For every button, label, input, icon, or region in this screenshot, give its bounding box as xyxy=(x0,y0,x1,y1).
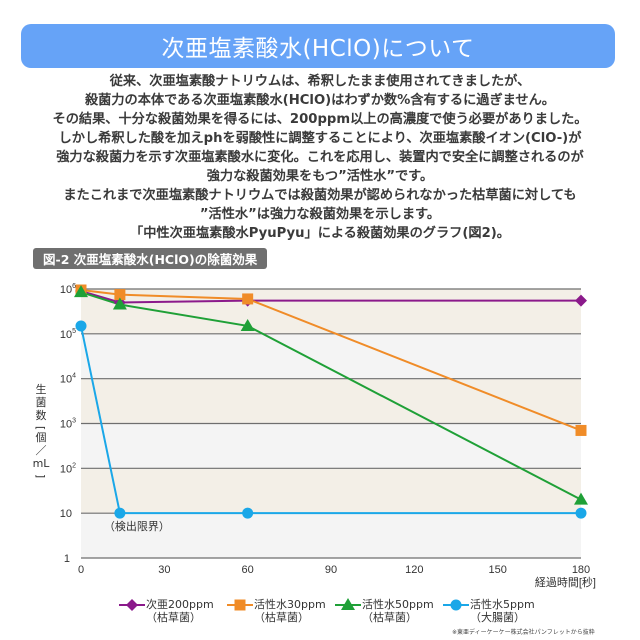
series-line-triangle xyxy=(80,291,582,501)
data-point-circle xyxy=(114,507,126,519)
x-axis-label: 経過時間[秒] xyxy=(535,575,596,589)
data-point-diamond xyxy=(575,294,587,307)
chart-band xyxy=(81,333,581,379)
chart-band xyxy=(81,468,581,514)
intro-line: またこれまで次亜塩素酸ナトリウムでは殺菌効果が認められなかった枯草菌に対しても xyxy=(63,188,577,203)
x-tick-label: 120 xyxy=(405,564,423,576)
chart-band xyxy=(81,513,581,558)
y-axis-label-char: [ xyxy=(34,426,47,430)
y-axis-label-char: 菌 xyxy=(36,396,47,409)
legend-square-icon xyxy=(226,598,254,612)
data-point-triangle xyxy=(240,318,255,331)
series-line-diamond xyxy=(80,290,581,304)
x-tick-label: 90 xyxy=(325,564,337,576)
data-point-triangle xyxy=(574,492,588,505)
title-banner: 次亜塩素酸水(HClO)について xyxy=(21,24,615,68)
series-line-square xyxy=(80,289,582,432)
legend-sublabel: （枯草菌） xyxy=(362,611,417,624)
y-tick-label: 10 xyxy=(60,508,72,520)
series-line-circle xyxy=(80,325,581,515)
intro-line: ”活性水”は強力な殺菌効果を示します。 xyxy=(199,207,441,222)
x-tick-label: 30 xyxy=(158,564,170,576)
legend-marker xyxy=(126,599,138,611)
intro-line: その結果、十分な殺菌効果を得るには、200ppm以上の高濃度で使う必要がありまし… xyxy=(52,112,588,127)
legend-label: 活性水50ppm xyxy=(362,598,434,611)
legend-marker xyxy=(450,599,462,611)
y-axis-label-char: mL xyxy=(33,457,51,470)
legend-sublabel: （大腸菌） xyxy=(470,611,525,624)
x-tick-label: 180 xyxy=(572,564,590,576)
source-credit: ※東亜ディーケーケー株式会社パンフレットから抜粋 xyxy=(452,629,595,636)
y-axis-label-char: 数 xyxy=(36,409,47,422)
intro-line: 「中性次亜塩素酸水PyuPyu」による殺菌効果のグラフ(図2)。 xyxy=(130,226,510,241)
chart-band xyxy=(81,378,581,424)
y-axis-label-char: ] xyxy=(34,474,47,478)
legend-item: 次亜200ppm （枯草菌） xyxy=(118,598,226,624)
legend-triangle-icon xyxy=(334,598,362,612)
legend-circle-icon xyxy=(442,598,470,612)
x-tick-label: 150 xyxy=(488,564,506,576)
legend-label: 活性水5ppm xyxy=(470,598,535,611)
y-tick-label: 102 xyxy=(60,462,76,475)
intro-line: 強力な殺菌効果をもつ”活性水”です。 xyxy=(206,169,434,184)
intro-line: 強力な殺菌力を示す次亜塩素酸水に変化。これを応用し、装置内で安全に調整されるのが xyxy=(56,150,584,165)
data-point-circle xyxy=(575,507,587,519)
y-tick-label: 1 xyxy=(64,553,70,565)
chart-legend: 次亜200ppm （枯草菌） 活性水30ppm （枯草菌） 活性水50ppm （枯草菌）活… xyxy=(118,598,550,624)
chart-band xyxy=(81,423,581,469)
intro-line: しかし希釈した酸を加えphを弱酸性に調整することにより、次亜塩素酸イオン(ClO… xyxy=(58,131,582,146)
legend-label: 次亜200ppm xyxy=(146,598,214,611)
legend-marker xyxy=(234,599,246,611)
data-point-square xyxy=(114,289,126,301)
figure-label-text: 図-2 次亜塩素酸水(HClO)の除菌効果 xyxy=(43,252,258,267)
data-point-circle xyxy=(242,507,254,519)
legend-sublabel: （枯草菌） xyxy=(146,611,201,624)
y-axis-label-char: 生 xyxy=(36,382,47,396)
legend-item: 活性水50ppm （枯草菌） xyxy=(334,598,442,624)
y-axis-label-char: 個 xyxy=(36,431,47,444)
intro-line: 殺菌力の本体である次亜塩素酸水(HClO)はわずか数%含有するに過ぎません。 xyxy=(85,93,555,108)
data-point-triangle xyxy=(74,285,88,298)
legend-diamond-icon xyxy=(118,598,146,612)
legend-item: 活性水5ppm （大腸菌） xyxy=(442,598,550,624)
y-axis-label-char: ／ xyxy=(36,444,47,457)
x-tick-label: 0 xyxy=(78,564,84,576)
intro-line: 従来、次亜塩素酸ナトリウムは、希釈したまま使用されてきましたが、 xyxy=(109,74,531,89)
legend-item: 活性水30ppm （枯草菌） xyxy=(226,598,334,624)
data-point-square xyxy=(242,293,254,305)
data-point-triangle xyxy=(112,297,127,310)
legend-marker xyxy=(341,598,355,610)
y-tick-label: 104 xyxy=(60,373,76,386)
intro-text: 従来、次亜塩素酸ナトリウムは、希釈したまま使用されてきましたが、 殺菌力の本体で… xyxy=(0,72,640,243)
data-point-square xyxy=(575,424,587,436)
y-tick-label: 106 xyxy=(60,283,76,296)
data-point-circle xyxy=(75,320,87,332)
figure-label: 図-2 次亜塩素酸水(HClO)の除菌効果 xyxy=(33,248,268,269)
legend-label: 活性水30ppm xyxy=(254,598,326,611)
x-tick-label: 60 xyxy=(242,564,254,576)
y-tick-label: 105 xyxy=(60,328,76,341)
page-title: 次亜塩素酸水(HClO)について xyxy=(161,36,475,62)
detection-limit-annotation: （検出限界） xyxy=(104,519,170,533)
y-tick-label: 103 xyxy=(60,418,76,431)
legend-sublabel: （枯草菌） xyxy=(254,611,309,624)
